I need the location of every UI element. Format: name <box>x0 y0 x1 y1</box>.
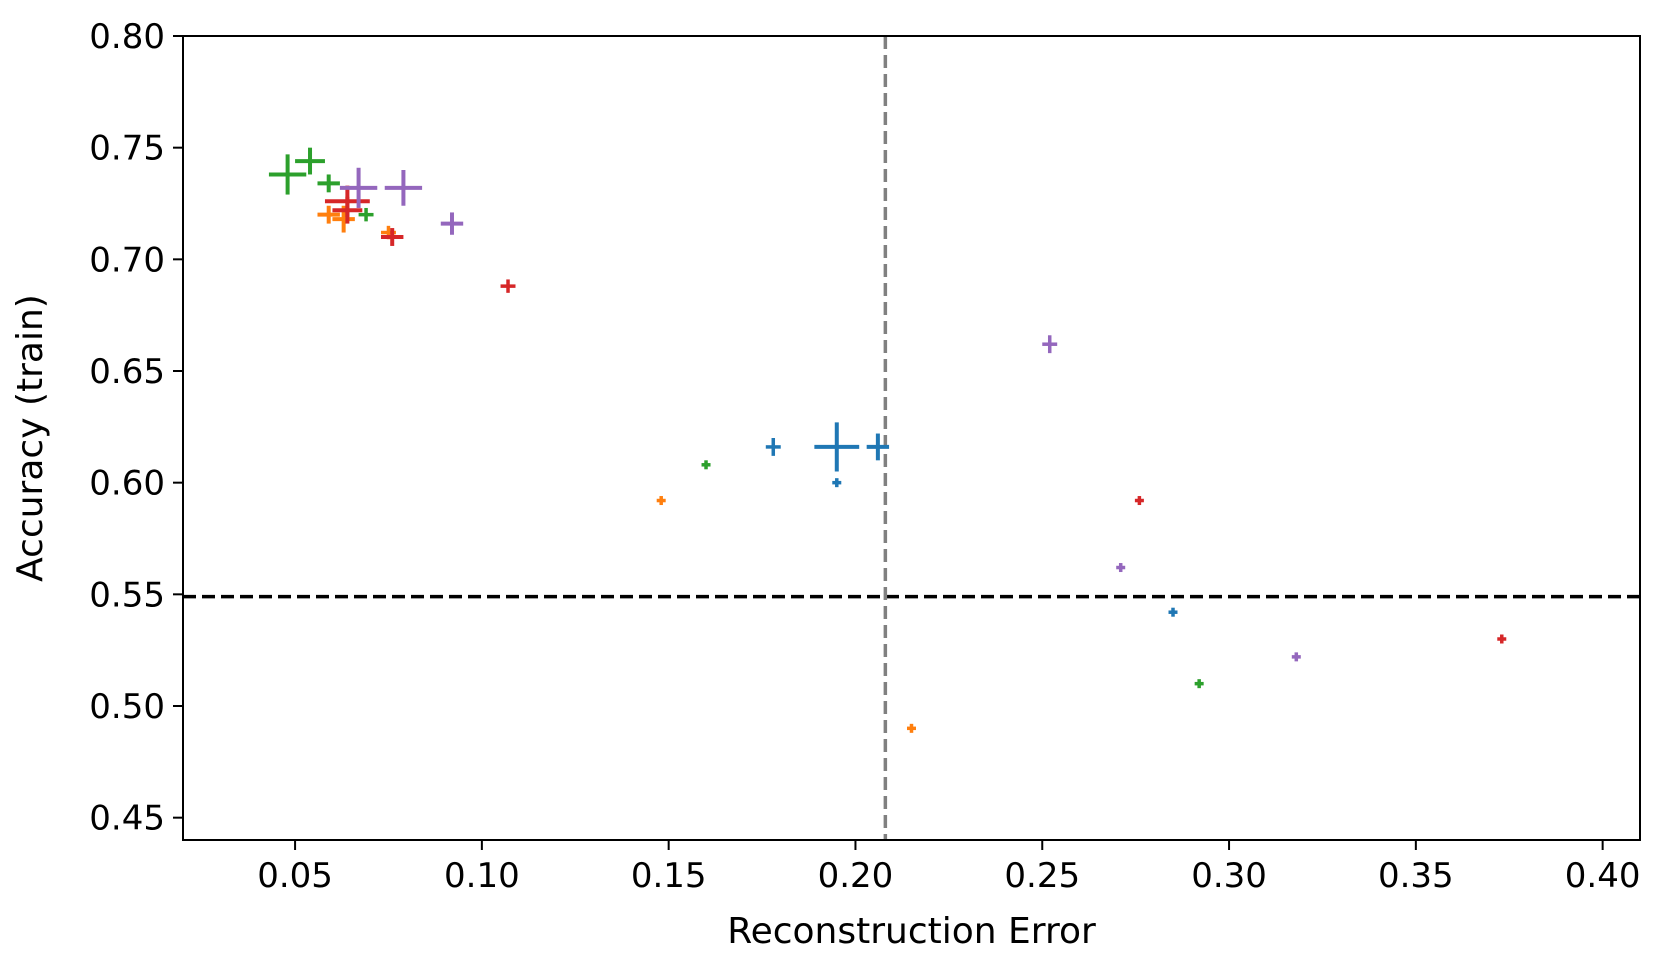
data-point-green-4 <box>358 207 374 222</box>
y-tick-label: 0.70 <box>89 240 165 280</box>
data-point-purple-6 <box>1291 652 1301 662</box>
y-tick-label: 0.50 <box>89 687 165 727</box>
y-tick-label: 0.65 <box>89 352 165 392</box>
x-tick-label: 0.05 <box>257 856 333 896</box>
data-point-blue-4 <box>832 478 842 488</box>
x-tick-label: 0.30 <box>1191 856 1267 896</box>
data-point-green-1 <box>268 154 307 195</box>
x-tick-label: 0.40 <box>1565 856 1641 896</box>
data-point-blue-2 <box>814 422 860 472</box>
series-green <box>268 147 1204 689</box>
y-tick-label: 0.55 <box>89 575 165 615</box>
series-orange <box>317 205 916 733</box>
y-tick-label: 0.60 <box>89 464 165 504</box>
data-point-purple-4 <box>1042 335 1058 354</box>
data-point-green-2 <box>295 147 325 175</box>
data-point-purple-5 <box>1116 563 1126 573</box>
x-tick-label: 0.10 <box>444 856 520 896</box>
plot-frame <box>182 35 1641 841</box>
series-red <box>324 185 1507 644</box>
data-point-purple-1 <box>339 167 378 208</box>
data-point-red-6 <box>1497 634 1507 644</box>
x-axis-label: Reconstruction Error <box>727 911 1096 952</box>
x-tick-label: 0.35 <box>1378 856 1454 896</box>
data-point-purple-3 <box>440 212 464 235</box>
data-point-green-5 <box>701 460 711 470</box>
data-point-red-3 <box>381 228 404 246</box>
data-point-red-5 <box>1134 496 1144 506</box>
y-tick-label: 0.45 <box>89 799 165 839</box>
data-point-blue-1 <box>765 438 781 456</box>
reference-lines <box>183 36 1640 840</box>
y-axis-ticks: 0.45 0.50 0.55 0.60 0.65 0.70 0.75 0.80 <box>89 17 183 839</box>
x-axis-ticks: 0.05 0.10 0.15 0.20 0.25 0.30 0.35 0.40 <box>257 840 1640 896</box>
data-point-green-6 <box>1194 679 1204 689</box>
data-point-green-3 <box>317 174 340 193</box>
y-axis-label: Accuracy (train) <box>10 294 51 582</box>
x-tick-label: 0.25 <box>1004 856 1080 896</box>
series-purple <box>339 167 1301 662</box>
data-point-orange-1 <box>317 205 340 224</box>
x-tick-label: 0.20 <box>818 856 894 896</box>
data-markers <box>268 147 1507 733</box>
data-point-red-4 <box>500 279 516 293</box>
x-tick-label: 0.15 <box>631 856 707 896</box>
data-point-orange-5 <box>907 723 916 733</box>
y-tick-label: 0.80 <box>89 17 165 57</box>
data-point-blue-5 <box>1168 607 1178 617</box>
y-tick-label: 0.75 <box>89 129 165 169</box>
data-point-purple-2 <box>384 170 423 206</box>
data-point-red-2 <box>332 196 363 224</box>
series-blue <box>765 422 1178 617</box>
data-point-blue-3 <box>866 433 890 461</box>
data-point-orange-4 <box>656 496 666 506</box>
